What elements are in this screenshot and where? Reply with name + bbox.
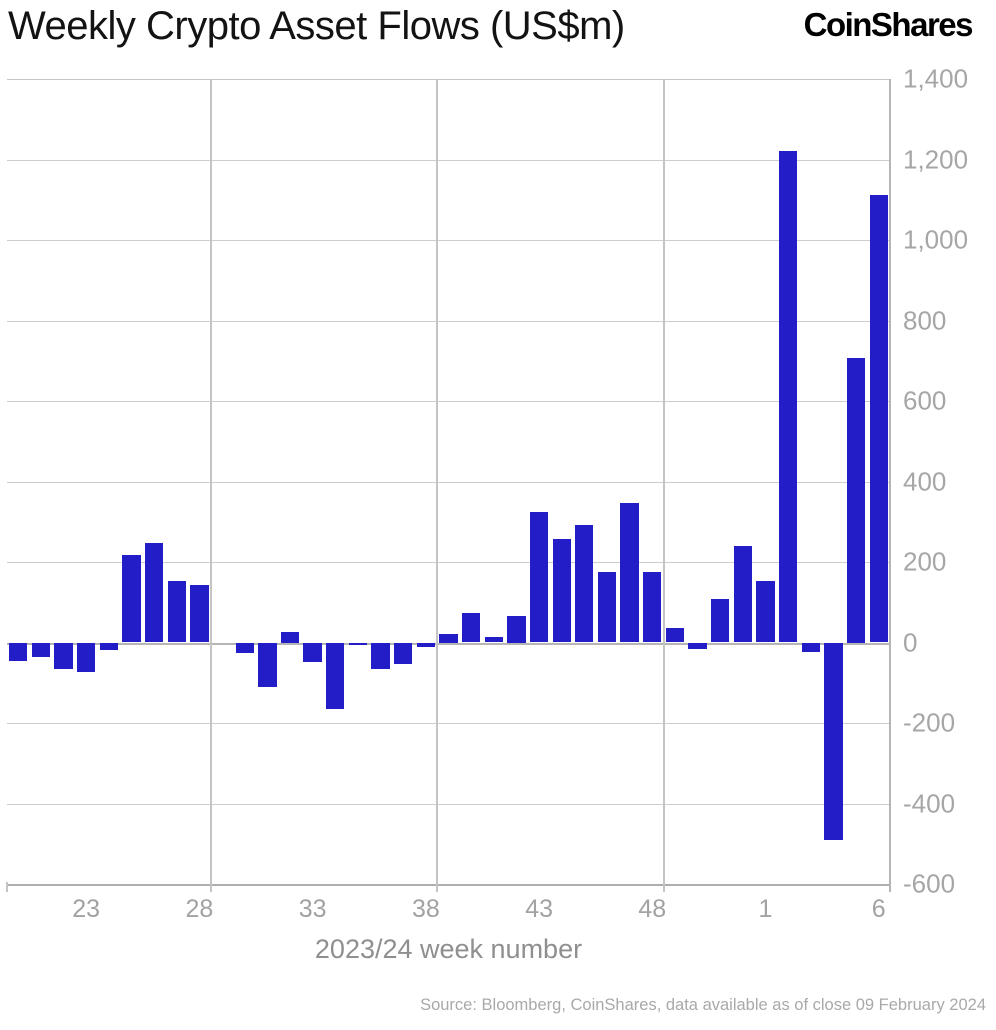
x-tick-label: 38 bbox=[411, 895, 440, 923]
y-tick-label: 200 bbox=[903, 546, 947, 577]
bar-week-24 bbox=[99, 642, 119, 651]
y-tick-label: 1,400 bbox=[903, 63, 969, 94]
y-tick-label: -200 bbox=[903, 707, 956, 738]
y-tick-label: 0 bbox=[903, 627, 918, 657]
h-gridline bbox=[7, 723, 890, 724]
bar-week-35 bbox=[348, 642, 368, 646]
zero-axis-line bbox=[7, 642, 890, 645]
bar-week-26 bbox=[144, 542, 164, 643]
x-tick-label: 43 bbox=[525, 895, 553, 923]
left-edge-tick bbox=[6, 882, 8, 892]
h-gridline bbox=[7, 803, 890, 805]
bar-week-5 bbox=[846, 357, 866, 643]
bar-week-25 bbox=[122, 554, 141, 643]
bar-week-49 bbox=[665, 627, 685, 643]
bar-week-32 bbox=[280, 632, 300, 643]
x-axis-title: 2023/24 week number bbox=[314, 934, 583, 964]
bar-week-45 bbox=[575, 525, 594, 643]
bar-week-22 bbox=[54, 642, 73, 669]
bar-week-42 bbox=[507, 615, 526, 643]
h-gridline bbox=[7, 401, 890, 402]
plot-right-border bbox=[889, 79, 891, 892]
y-tick-label: -400 bbox=[903, 788, 956, 818]
bar-week-38 bbox=[416, 642, 435, 647]
bar-week-31 bbox=[258, 642, 277, 687]
bar-week-1 bbox=[756, 580, 775, 643]
bar-week-2 bbox=[778, 150, 798, 643]
y-tick-label: 800 bbox=[903, 305, 947, 335]
y-tick-label: 1,200 bbox=[903, 144, 969, 174]
y-tick-label: 600 bbox=[903, 385, 947, 416]
bar-week-23 bbox=[77, 642, 96, 673]
x-tick-label: 28 bbox=[185, 895, 214, 923]
bar-week-21 bbox=[31, 642, 51, 657]
h-gridline bbox=[7, 320, 890, 322]
bar-week-52 bbox=[733, 545, 752, 643]
chart-title: Weekly Crypto Asset Flows (US$m) bbox=[8, 4, 625, 48]
bar-week-20 bbox=[9, 642, 28, 661]
bar-week-48 bbox=[643, 571, 662, 643]
bar-week-4 bbox=[824, 642, 843, 840]
plot-area bbox=[6, 79, 891, 892]
bar-week-50 bbox=[688, 642, 707, 650]
bar-week-44 bbox=[552, 538, 571, 643]
bar-week-40 bbox=[461, 613, 481, 643]
v-gridline bbox=[209, 79, 212, 892]
v-gridline bbox=[662, 79, 665, 892]
h-gridline bbox=[7, 159, 890, 161]
bar-week-36 bbox=[371, 642, 390, 669]
bar-week-47 bbox=[620, 502, 639, 643]
h-gridline bbox=[7, 240, 890, 241]
bar-week-43 bbox=[529, 511, 549, 643]
h-gridline bbox=[7, 481, 890, 483]
v-gridline bbox=[436, 79, 439, 892]
bar-week-51 bbox=[711, 599, 730, 643]
x-tick-label: 33 bbox=[298, 895, 327, 923]
y-tick-label: 400 bbox=[903, 466, 947, 496]
bar-week-33 bbox=[303, 642, 322, 662]
x-tick-label: 1 bbox=[758, 895, 773, 923]
h-gridline bbox=[7, 79, 890, 80]
h-gridline bbox=[7, 562, 890, 563]
y-tick-label: -600 bbox=[903, 868, 956, 899]
x-tick-label: 23 bbox=[72, 895, 101, 923]
bar-week-27 bbox=[167, 581, 186, 643]
bar-week-39 bbox=[439, 634, 458, 643]
bar-week-37 bbox=[394, 642, 413, 664]
source-note: Source: Bloomberg, CoinShares, data avai… bbox=[420, 996, 986, 1014]
bar-week-34 bbox=[326, 642, 345, 709]
bar-week-28 bbox=[190, 584, 209, 643]
x-axis-line bbox=[7, 884, 890, 886]
bar-week-46 bbox=[597, 572, 617, 643]
x-tick-label: 48 bbox=[638, 895, 667, 923]
x-tick-label: 6 bbox=[871, 895, 886, 923]
bar-week-3 bbox=[801, 642, 820, 652]
bar-week-41 bbox=[484, 636, 503, 643]
y-tick-label: 1,000 bbox=[903, 224, 969, 255]
coinshares-logo: CoinShares bbox=[803, 6, 974, 43]
bar-week-30 bbox=[235, 642, 254, 653]
bar-week-6 bbox=[869, 194, 888, 643]
